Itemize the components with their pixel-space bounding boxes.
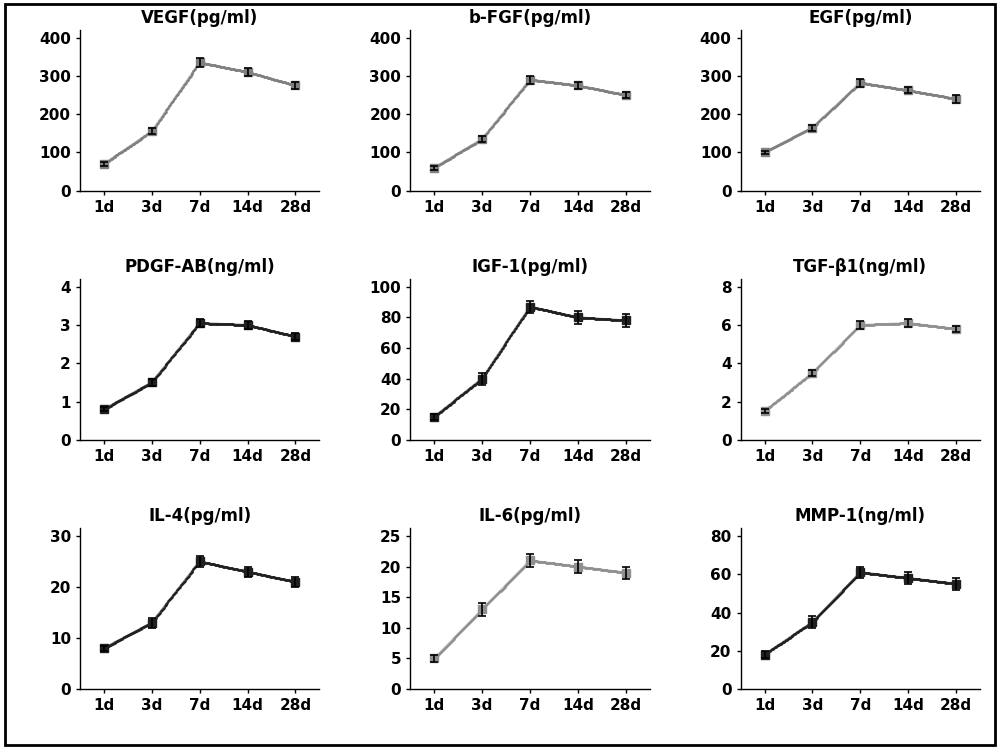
Title: IL-4(pg/ml): IL-4(pg/ml) xyxy=(148,507,251,525)
Title: IL-6(pg/ml): IL-6(pg/ml) xyxy=(479,507,582,525)
Title: VEGF(pg/ml): VEGF(pg/ml) xyxy=(141,9,258,27)
Title: b-FGF(pg/ml): b-FGF(pg/ml) xyxy=(468,9,592,27)
Title: TGF-β1(ng/ml): TGF-β1(ng/ml) xyxy=(793,258,927,276)
Title: IGF-1(pg/ml): IGF-1(pg/ml) xyxy=(472,258,588,276)
Title: PDGF-AB(ng/ml): PDGF-AB(ng/ml) xyxy=(124,258,275,276)
Title: MMP-1(ng/ml): MMP-1(ng/ml) xyxy=(795,507,926,525)
Title: EGF(pg/ml): EGF(pg/ml) xyxy=(808,9,913,27)
